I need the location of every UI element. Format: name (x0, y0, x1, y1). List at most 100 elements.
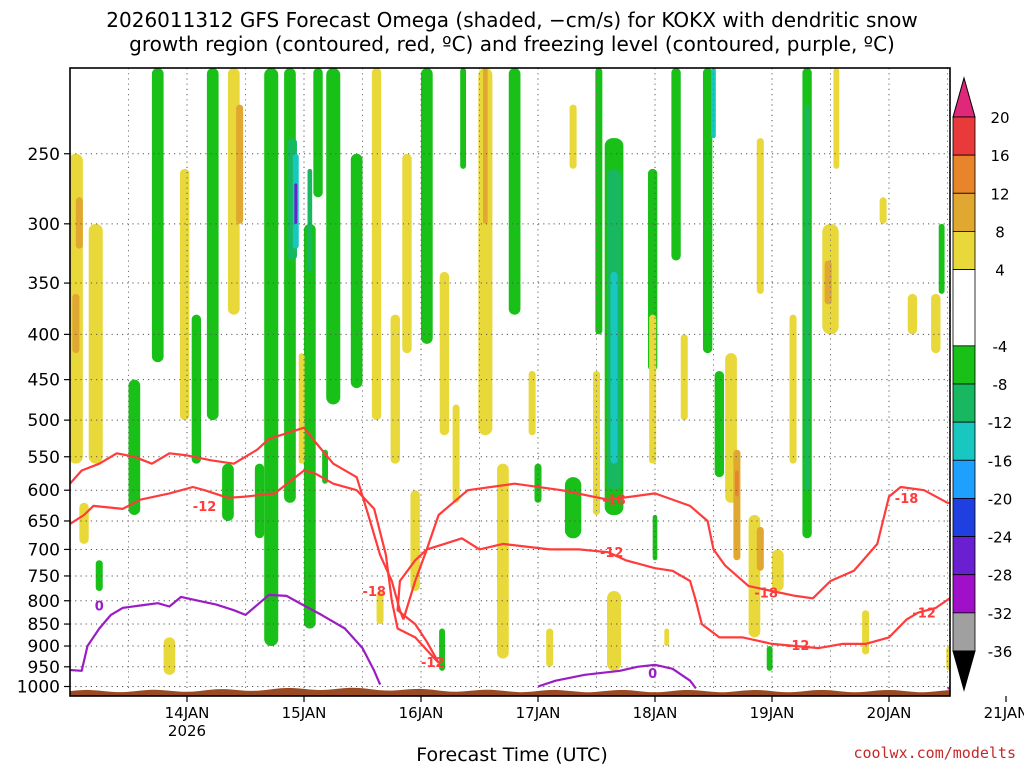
contour-label: 0 (95, 600, 104, 615)
colorbar-band (952, 498, 976, 537)
omega-cell (371, 68, 382, 421)
contour-label: -18 (602, 494, 626, 509)
omega-cell (88, 223, 103, 464)
y-tick-label: 400 (28, 325, 60, 345)
contour-label: -12 (421, 656, 445, 671)
y-tick-label: 550 (28, 448, 60, 468)
colorbar-band (952, 192, 976, 232)
y-tick-label: 1000 (17, 678, 60, 698)
contour-label: -12 (786, 639, 810, 654)
colorbar-band (952, 345, 976, 385)
colorbar-band (952, 231, 976, 270)
y-tick-label: 650 (28, 512, 60, 532)
omega-cell (766, 646, 773, 671)
colorbar-label: 8 (995, 223, 1005, 241)
omega-cell (95, 560, 103, 592)
colorbar-label: -20 (988, 490, 1013, 508)
omega-cell (79, 502, 89, 544)
colorbar-label: -4 (993, 338, 1008, 356)
x-tick-label: 19JAN (750, 704, 795, 722)
omega-cell (714, 371, 725, 478)
omega-cell (284, 68, 296, 503)
omega-cell (483, 68, 488, 224)
omega-cell (931, 293, 941, 354)
credit-text: coolwx.com/modelts (853, 744, 1016, 762)
omega-cell (376, 591, 384, 625)
y-tick-label: 500 (28, 411, 60, 431)
colorbar-band (952, 76, 976, 118)
omega-cell (254, 463, 265, 539)
omega-cell (564, 477, 582, 539)
y-axis: 2503003504004505005506006507007508008509… (17, 145, 70, 698)
y-tick-label: 900 (28, 637, 60, 657)
colorbar-label: -16 (988, 452, 1013, 470)
omega-cell (610, 271, 618, 464)
colorbar-label: -8 (993, 376, 1008, 394)
omega-cell (595, 68, 603, 335)
omega-cell (421, 68, 433, 344)
omega-cell (206, 68, 219, 421)
colorbar-band (952, 459, 976, 499)
colorbar-label: -28 (988, 567, 1013, 585)
omega-cell (607, 591, 622, 671)
x-tick-label: 17JAN (516, 704, 561, 722)
contour-label: -12 (193, 500, 217, 515)
colorbar-label: 4 (995, 262, 1005, 280)
omega-cell (410, 490, 420, 592)
colorbar-band (952, 612, 976, 652)
colorbar-band (952, 383, 976, 423)
omega-cell (569, 104, 577, 169)
omega-cell (946, 646, 950, 671)
x-tick-label: 21JAN (984, 704, 1024, 722)
omega-cell (664, 628, 670, 647)
chart-title: 2026011312 GFS Forecast Omega (shaded, −… (0, 8, 1024, 56)
y-tick-label: 800 (28, 592, 60, 612)
colorbar-band (952, 269, 976, 347)
omega-cell (298, 353, 305, 464)
colorbar-label: -24 (988, 529, 1013, 547)
y-tick-label: 250 (28, 145, 60, 165)
contour-labels: -12 -12 -12 -12 -12 -18 -18 -18 -18 0 0 (95, 492, 936, 682)
y-tick-label: 300 (28, 215, 60, 235)
omega-cell (705, 104, 710, 169)
omega-cell (439, 271, 450, 436)
omega-cell (938, 223, 945, 294)
omega-cell (452, 404, 460, 503)
omega-cell (390, 314, 400, 464)
omega-cell (179, 168, 190, 421)
omega-cell (907, 293, 918, 335)
omega-cell (313, 68, 323, 198)
y-tick-label: 600 (28, 481, 60, 501)
omega-cell (977, 371, 984, 464)
contour-line-0 (537, 663, 697, 690)
colorbar-label: -36 (988, 643, 1013, 661)
omega-cell (735, 470, 739, 497)
chart-title-line-1: 2026011312 GFS Forecast Omega (shaded, −… (106, 8, 918, 32)
contour-lines (70, 426, 950, 690)
omega-cell (350, 153, 363, 389)
y-tick-label: 700 (28, 540, 60, 560)
omega-cell (711, 68, 716, 139)
omega-cell (402, 153, 412, 354)
colorbar-label: 12 (990, 185, 1009, 203)
colorbar-label: -12 (988, 414, 1013, 432)
x-tick-label: 14JAN (165, 704, 210, 722)
contour-line--12 (396, 537, 950, 664)
x-tick-label: 18JAN (633, 704, 678, 722)
contour-line-0 (70, 593, 382, 686)
contour-label: -18 (895, 492, 919, 507)
contour-label: -12 (600, 546, 624, 561)
x-tick-label: 16JAN (399, 704, 444, 722)
contour-line--12 (70, 469, 440, 664)
contour-label: 0 (648, 667, 657, 682)
contour-label: -12 (912, 607, 936, 622)
omega-cell (75, 197, 83, 249)
colorbar-band (952, 650, 976, 692)
omega-cell (671, 68, 681, 261)
omega-cell (789, 314, 797, 464)
omega-cell (236, 104, 244, 224)
omega-cell (460, 68, 467, 169)
contour-line--18 (70, 426, 405, 620)
omega-cell (478, 68, 493, 436)
